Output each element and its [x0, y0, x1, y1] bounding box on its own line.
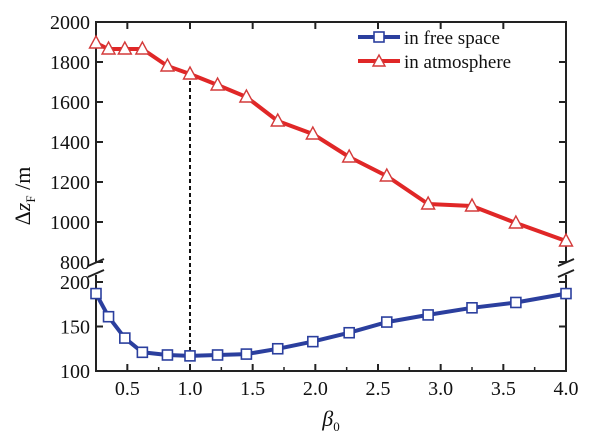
legend: in free space in atmosphere: [358, 28, 511, 73]
data-point-free-space: [422, 309, 434, 321]
data-point-atmosphere: [159, 57, 176, 72]
data-point-free-space: [211, 349, 224, 361]
data-point-atmosphere: [117, 40, 133, 55]
data-point-atmosphere: [182, 65, 198, 80]
y-axis-ticks: 800 1000 1200 1400 1600 1800 2000 100 150 200: [50, 12, 566, 383]
y-axis-title-delta: Δ: [10, 211, 35, 225]
legend-label-free-space: in free space: [404, 28, 500, 49]
series-line-free-space: [94, 291, 567, 358]
data-point-free-space: [510, 296, 522, 309]
x-tick-label: 3.5: [491, 378, 516, 400]
data-point-free-space: [161, 349, 174, 361]
data-point-atmosphere: [134, 40, 151, 55]
data-point-free-space: [560, 287, 572, 300]
x-tick-label: 1.0: [178, 378, 203, 400]
data-point-atmosphere: [238, 88, 255, 103]
y-tick-label: 2000: [50, 12, 90, 34]
data-point-atmosphere: [379, 167, 395, 182]
plot-frame: [95, 21, 567, 372]
x-tick-label: 3.0: [428, 378, 453, 400]
data-point-free-space: [119, 332, 131, 344]
data-point-free-space: [466, 302, 478, 314]
legend-marker-square: [373, 31, 385, 43]
x-tick-label: 4.0: [554, 378, 579, 400]
x-tick-label: 2.5: [366, 378, 391, 400]
data-point-free-space: [307, 335, 319, 348]
data-point-atmosphere: [341, 148, 357, 163]
data-point-free-space: [380, 316, 393, 328]
y-tick-label: 1000: [50, 212, 90, 234]
series-line-atmosphere: [95, 41, 567, 243]
x-axis-title: β0: [321, 406, 339, 434]
axis-break-mark-right-2: [557, 269, 575, 278]
y-tick-label: 800: [60, 252, 90, 274]
plot-area: 0.5 1.0 1.5 2.0 2.5 3.0 3.5 4.0 800 1000 1200 1400…: [50, 12, 579, 400]
x-tick-label: 2.0: [303, 378, 328, 400]
data-point-atmosphere: [508, 214, 524, 229]
legend-label-atmosphere: in atmosphere: [404, 52, 511, 73]
data-point-atmosphere: [100, 40, 117, 55]
data-point-atmosphere: [88, 34, 104, 49]
data-point-free-space: [136, 346, 149, 359]
x-tick-label: 0.5: [115, 378, 140, 400]
series-layer: [88, 34, 574, 362]
data-point-free-space: [271, 342, 284, 355]
y-axis-title-subscript: F: [23, 195, 38, 202]
x-tick-label: 1.5: [240, 378, 265, 400]
axis-break-gap: [87, 258, 575, 278]
y-tick-label: 200: [60, 272, 90, 294]
x-axis-title-beta: β: [321, 406, 333, 431]
data-point-atmosphere: [420, 195, 436, 210]
axis-break-mark-left-2: [87, 269, 105, 278]
legend-marker-triangle: [371, 53, 387, 67]
x-axis-title-subscript: 0: [333, 419, 340, 434]
data-point-free-space: [90, 287, 102, 300]
data-point-free-space: [343, 326, 355, 339]
data-point-atmosphere: [209, 76, 226, 91]
y-tick-label: 1400: [50, 132, 90, 154]
data-point-atmosphere: [558, 232, 574, 247]
data-point-atmosphere: [464, 197, 480, 212]
y-axis-title-z: z: [10, 202, 35, 212]
data-point-free-space: [184, 350, 196, 362]
y-tick-label: 1600: [50, 92, 90, 114]
y-tick-label: 1200: [50, 172, 90, 194]
y-tick-label: 1800: [50, 52, 90, 74]
y-axis-title: ΔzF /m: [10, 167, 38, 226]
data-point-free-space: [240, 348, 253, 360]
data-point-atmosphere: [270, 112, 286, 127]
data-point-atmosphere: [305, 125, 321, 140]
y-axis-title-unit: /m: [10, 167, 35, 196]
data-point-free-space: [102, 310, 115, 323]
x-axis-ticks: 0.5 1.0 1.5 2.0 2.5 3.0 3.5 4.0: [115, 22, 579, 400]
y-tick-label: 100: [60, 361, 90, 383]
y-tick-label: 150: [60, 317, 90, 339]
